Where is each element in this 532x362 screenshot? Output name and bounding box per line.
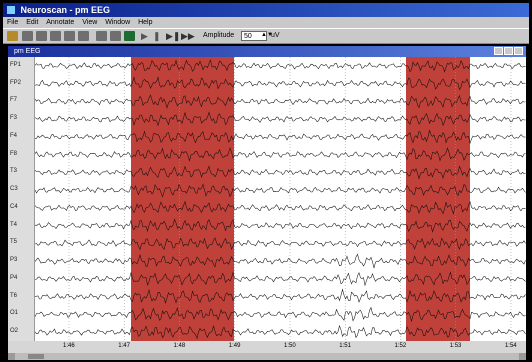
highlighted-epoch-2[interactable]	[406, 57, 470, 341]
amplitude-unit: uV	[271, 32, 280, 39]
menu-bar: File Edit Annotate View Window Help	[3, 17, 529, 28]
montage-icon[interactable]	[124, 31, 135, 41]
window-title: Neuroscan - pm EEG	[20, 5, 111, 15]
time-tick-label: 1:53	[449, 343, 462, 349]
document-title: pm EEG	[14, 48, 41, 55]
zoom-fit-icon[interactable]	[50, 31, 61, 41]
toolbar: ▶ ❚ ▶❚ ▶▶ Amplitude 50 ▲▼ uV	[3, 28, 529, 44]
maximize-button[interactable]	[504, 47, 513, 55]
scroll-right-icon[interactable]	[519, 353, 526, 360]
time-tick-label: 1:49	[228, 343, 241, 349]
channel-label-f3: F3	[10, 115, 18, 122]
channel-label-f8: F8	[10, 150, 18, 157]
trace-f7	[34, 94, 526, 109]
fast-forward-icon[interactable]: ▶▶	[181, 31, 195, 41]
trace-t5	[34, 237, 526, 251]
time-axis: 1:46 1:47 1:48 1:49 1:50 1:51 1:52 1:53 1:54	[8, 341, 526, 353]
scroll-left-icon[interactable]	[8, 353, 15, 360]
channel-label-p3: P3	[10, 257, 18, 264]
time-tick-label: 1:48	[173, 343, 186, 349]
channel-label-t4: T4	[10, 221, 18, 228]
channel-label-f7: F7	[10, 97, 18, 104]
time-tick-label: 1:47	[118, 343, 130, 349]
channel-label-f4: F4	[10, 132, 18, 139]
scroll-thumb[interactable]	[28, 354, 44, 359]
trace-p3	[34, 253, 526, 269]
trace-t6	[34, 288, 526, 305]
amplitude-label: Amplitude	[203, 32, 235, 39]
trace-fp1	[34, 59, 526, 73]
channel-label-o2: O2	[10, 328, 19, 335]
measure-icon[interactable]	[78, 31, 89, 41]
window-title-bar: Neuroscan - pm EEG	[3, 3, 529, 17]
time-tick-label: 1:50	[283, 343, 296, 349]
menu-annotate[interactable]: Annotate	[46, 19, 75, 26]
channel-label-fp1: FP1	[10, 61, 22, 68]
menu-file[interactable]: File	[7, 19, 19, 26]
amplitude-input[interactable]: 50	[241, 31, 267, 41]
channel-label-t5: T5	[10, 239, 18, 246]
zoom-out-icon[interactable]	[36, 31, 47, 41]
play-icon[interactable]: ▶	[141, 31, 148, 41]
grid-icon[interactable]	[96, 31, 107, 41]
trace-o2	[34, 324, 526, 340]
close-button[interactable]	[514, 47, 523, 55]
channel-label-column: FP1 FP2 F7 F3 F4 F8 T3 C3 C4 T4 T5 P3 P4 T6 O1 O2	[8, 57, 35, 341]
pause-icon[interactable]: ❚	[153, 31, 161, 41]
eeg-traces[interactable]	[34, 57, 526, 341]
zoom-reset-icon[interactable]	[64, 31, 75, 41]
menu-edit[interactable]: Edit	[26, 19, 39, 26]
app-icon	[7, 6, 15, 14]
document-title-bar: pm EEG	[8, 46, 526, 57]
channel-label-c4: C4	[10, 203, 18, 210]
menu-view[interactable]: View	[82, 19, 98, 26]
amplitude-spinner-icon[interactable]: ▲▼	[261, 32, 273, 38]
step-forward-icon[interactable]: ▶❚	[166, 31, 181, 41]
menu-help[interactable]: Help	[138, 19, 153, 26]
trace-t4	[34, 218, 526, 233]
trace-f3	[34, 111, 526, 127]
channel-label-o1: O1	[10, 310, 19, 317]
time-tick-label: 1:54	[504, 343, 517, 349]
channel-label-p4: P4	[10, 274, 18, 281]
open-icon[interactable]	[7, 31, 18, 41]
trace-f4	[34, 129, 526, 145]
time-tick-label: 1:51	[339, 343, 351, 349]
channel-label-c3: C3	[10, 186, 18, 193]
trace-c4	[34, 200, 526, 215]
zoom-in-icon[interactable]	[22, 31, 33, 41]
minimize-button[interactable]	[494, 47, 503, 55]
menu-window[interactable]: Window	[105, 19, 131, 26]
time-tick-label: 1:46	[63, 343, 75, 349]
layout-icon[interactable]	[110, 31, 121, 41]
trace-c3	[34, 183, 526, 198]
channel-label-t3: T3	[10, 168, 18, 175]
eeg-trace-panel[interactable]: FP1 FP2 F7 F3 F4 F8 T3 C3 C4 T4 T5 P3 P4 T6 O1 O2	[8, 57, 526, 341]
channel-label-fp2: FP2	[10, 79, 22, 86]
horizontal-scrollbar[interactable]	[8, 353, 526, 360]
highlighted-epoch-1[interactable]	[131, 57, 234, 341]
trace-t3	[34, 165, 526, 180]
channel-label-t6: T6	[10, 292, 18, 299]
trace-f8	[34, 147, 526, 162]
trace-o1	[34, 306, 526, 323]
time-tick-label: 1:52	[394, 343, 407, 349]
trace-fp2	[34, 76, 526, 91]
trace-p4	[34, 271, 526, 287]
